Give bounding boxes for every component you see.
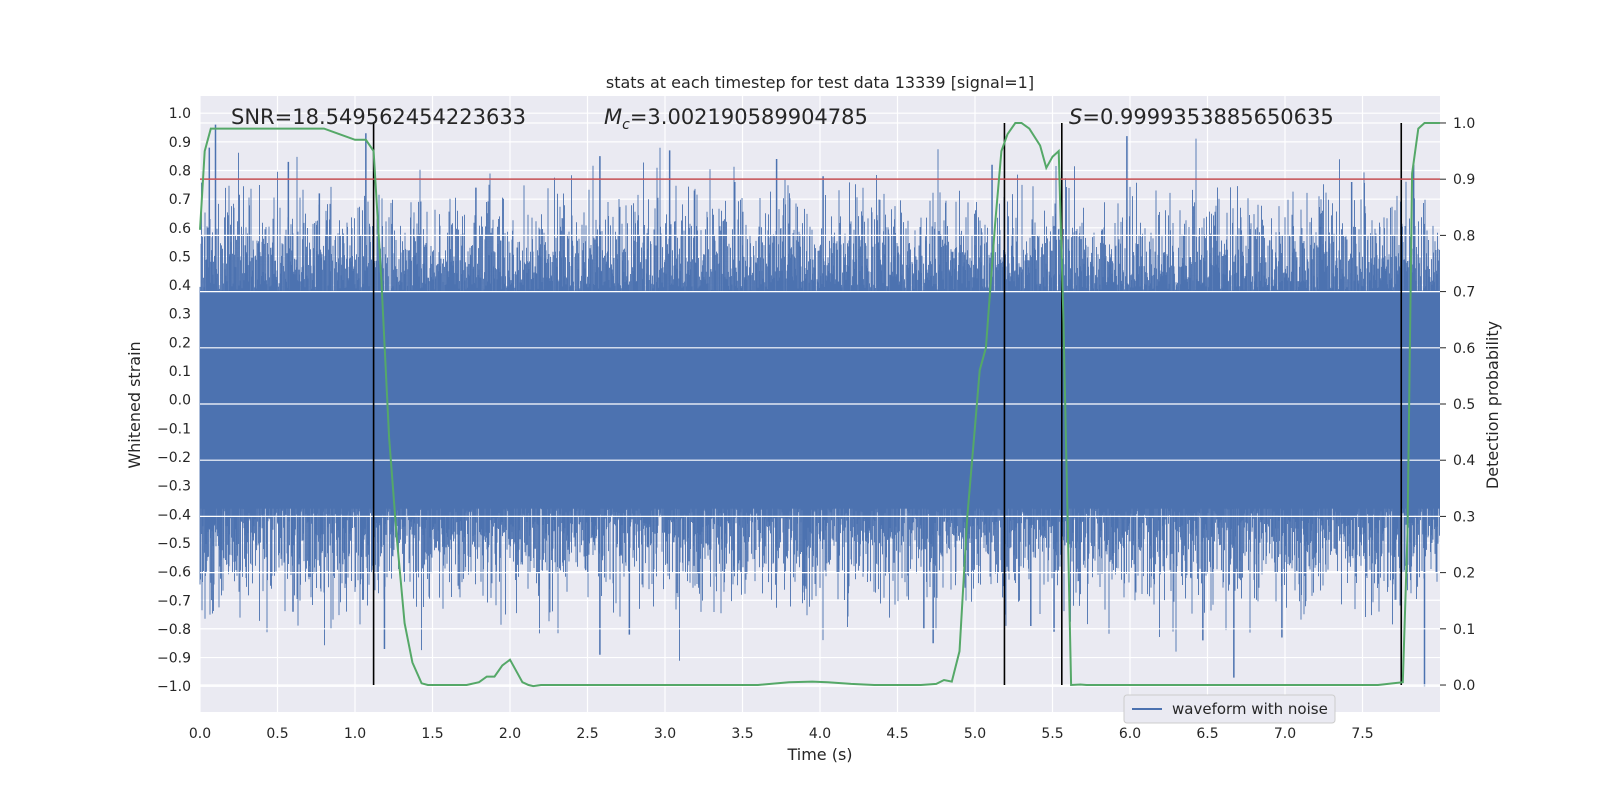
y-tick-label: −0.2 bbox=[157, 450, 191, 466]
x-tick-label: 5.0 bbox=[964, 726, 986, 742]
y-tick-label: −0.7 bbox=[157, 593, 191, 609]
x-tick-label: 1.0 bbox=[344, 726, 366, 742]
y2-axis-label: Detection probability bbox=[1483, 321, 1502, 489]
y2-tick-label: 1.0 bbox=[1453, 116, 1475, 132]
y-axis-right: 0.0 0.1 0.2 0.3 0.4 0.5 0.6 0.7 0.8 0.9 1.0 bbox=[1440, 116, 1475, 694]
x-tick-label: 1.5 bbox=[421, 726, 443, 742]
y-axis-left: −1.0 −0.9 −0.8 −0.7 −0.6 −0.5 −0.4 −0.3 −0.2 −0.1… bbox=[157, 106, 191, 695]
y-tick-label: 0.0 bbox=[169, 393, 191, 409]
chirp-mass-subscript: c bbox=[622, 117, 630, 133]
y-axis-label: Whitened strain bbox=[125, 341, 144, 468]
y-tick-label: −0.1 bbox=[157, 421, 191, 437]
x-axis-label: Time (s) bbox=[786, 745, 852, 764]
y2-tick-label: 0.4 bbox=[1453, 453, 1475, 469]
detection-statistic-annotation: S=0.9999353885650635 bbox=[1069, 105, 1334, 129]
waveform-with-noise-series bbox=[199, 124, 1440, 687]
y-tick-label: 0.5 bbox=[169, 249, 191, 265]
x-tick-label: 3.0 bbox=[654, 726, 676, 742]
detection-probability-series bbox=[199, 122, 1440, 688]
x-tick-label: 6.0 bbox=[1119, 726, 1141, 742]
y-tick-label: −0.4 bbox=[157, 507, 191, 523]
x-tick-label: 7.0 bbox=[1274, 726, 1296, 742]
detection-statistic-value: =0.9999353885650635 bbox=[1082, 105, 1333, 129]
x-tick-label: 0.0 bbox=[189, 726, 211, 742]
y-tick-label: −0.3 bbox=[157, 479, 191, 495]
y2-tick-label: 0.2 bbox=[1453, 566, 1475, 582]
x-tick-label: 2.5 bbox=[576, 726, 598, 742]
y-tick-label: −0.9 bbox=[157, 651, 191, 667]
y-tick-label: 0.2 bbox=[169, 335, 191, 351]
chirp-mass-annotation: Mc=3.002190589904785 bbox=[604, 105, 868, 133]
y-tick-label: 0.8 bbox=[169, 163, 191, 179]
y2-tick-label: 0.9 bbox=[1453, 172, 1475, 188]
y2-tick-label: 0.0 bbox=[1453, 678, 1475, 694]
x-axis: 0.0 0.5 1.0 1.5 2.0 2.5 3.0 3.5 4.0 4.5 5.0 5.5 6.0 6… bbox=[189, 726, 1374, 742]
y-tick-label: −0.5 bbox=[157, 536, 191, 552]
y-tick-label: 0.7 bbox=[169, 192, 191, 208]
noise-trace bbox=[199, 138, 1440, 661]
y2-tick-label: 0.5 bbox=[1453, 397, 1475, 413]
x-tick-label: 0.5 bbox=[266, 726, 288, 742]
legend-label: waveform with noise bbox=[1172, 700, 1328, 718]
x-tick-label: 6.5 bbox=[1196, 726, 1218, 742]
x-tick-label: 4.5 bbox=[886, 726, 908, 742]
y2-tick-label: 0.3 bbox=[1453, 509, 1475, 525]
y-tick-label: 0.3 bbox=[169, 307, 191, 323]
x-tick-label: 4.0 bbox=[809, 726, 831, 742]
snr-annotation: SNR=18.549562454223633 bbox=[231, 105, 526, 129]
x-tick-label: 3.5 bbox=[731, 726, 753, 742]
y-tick-label: 1.0 bbox=[169, 106, 191, 122]
chart-title: stats at each timestep for test data 133… bbox=[606, 73, 1034, 92]
legend-box bbox=[1123, 694, 1336, 724]
x-tick-label: 5.5 bbox=[1041, 726, 1063, 742]
detection-statistic-symbol: S bbox=[1069, 105, 1082, 129]
x-tick-label: 7.5 bbox=[1351, 726, 1373, 742]
detection-probability-line bbox=[199, 122, 1440, 688]
y2-tick-label: 0.8 bbox=[1453, 228, 1475, 244]
legend: waveform with noise bbox=[1123, 694, 1336, 724]
y-tick-label: −0.6 bbox=[157, 565, 191, 581]
x-tick-label: 2.0 bbox=[499, 726, 521, 742]
y2-tick-label: 0.1 bbox=[1453, 622, 1475, 638]
chirp-mass-value: =3.002190589904785 bbox=[630, 105, 868, 129]
y2-tick-label: 0.6 bbox=[1453, 341, 1475, 357]
chirp-mass-symbol: M bbox=[604, 105, 622, 129]
event-lines bbox=[372, 122, 1403, 686]
y-tick-label: 0.9 bbox=[169, 135, 191, 151]
y-tick-label: 0.6 bbox=[169, 221, 191, 237]
y-tick-label: −1.0 bbox=[157, 679, 191, 695]
y-tick-label: 0.1 bbox=[169, 364, 191, 380]
y-tick-label: −0.8 bbox=[157, 622, 191, 638]
y-tick-label: 0.4 bbox=[169, 278, 191, 294]
y2-tick-label: 0.7 bbox=[1453, 285, 1475, 301]
